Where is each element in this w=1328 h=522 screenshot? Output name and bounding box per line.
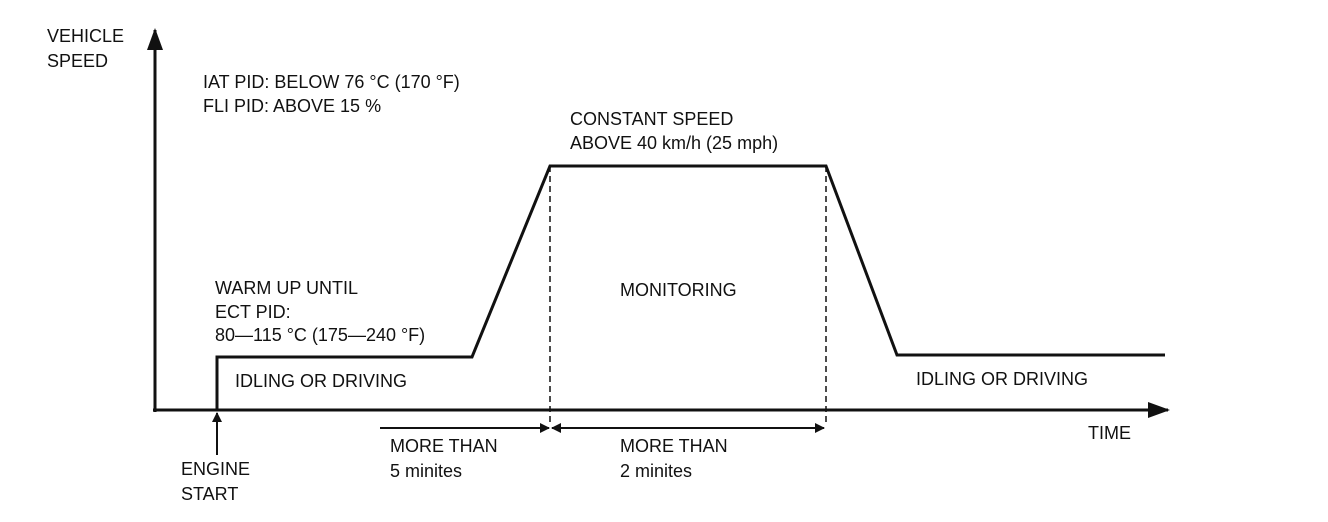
warm-up-label: WARM UP UNTIL [215, 278, 358, 298]
phase-label: IDLING OR DRIVING [916, 369, 1088, 389]
condition: FLI PID: ABOVE 15 % [203, 96, 381, 116]
constant-speed-label: ABOVE 40 km/h (25 mph) [570, 133, 778, 153]
constant-speed-label: CONSTANT SPEED [570, 109, 733, 129]
y-axis-label: SPEED [47, 51, 108, 71]
warm-up-label: 80—115 °C (175—240 °F) [215, 325, 425, 345]
phase-label: MONITORING [620, 280, 737, 300]
engine-start-label: ENGINE [181, 459, 250, 479]
engine-start-label: START [181, 484, 238, 504]
duration-label: 5 minites [390, 461, 462, 481]
duration-label: MORE THAN [620, 436, 728, 456]
duration-label: 2 minites [620, 461, 692, 481]
phase-label: IDLING OR DRIVING [235, 371, 407, 391]
x-axis-label: TIME [1088, 423, 1131, 443]
y-axis-label: VEHICLE [47, 26, 124, 46]
warm-up-label: ECT PID: [215, 302, 291, 322]
duration-label: MORE THAN [390, 436, 498, 456]
condition: IAT PID: BELOW 76 °C (170 °F) [203, 72, 460, 92]
